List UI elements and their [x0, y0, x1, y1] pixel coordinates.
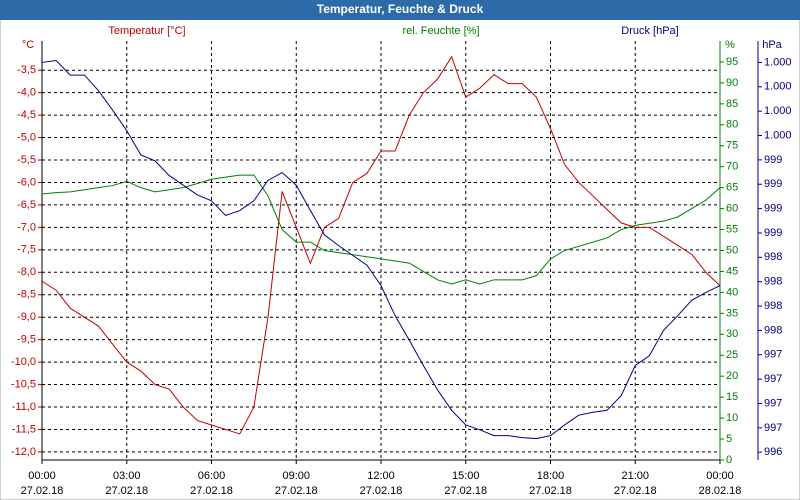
series-line — [41, 55, 721, 435]
y3-tick-label: 997 — [764, 397, 782, 409]
y2-tick-label: 15 — [726, 391, 738, 403]
y2-tick-label: 0 — [726, 454, 732, 466]
y2-tick-label: 45 — [726, 265, 738, 277]
y-tick-label: -7,0 — [17, 221, 36, 233]
x-tick-label: 03:00 27.02.18 — [105, 470, 148, 497]
y-tick-label: -10,5 — [11, 378, 36, 390]
y-tick-label: -8,0 — [17, 266, 36, 278]
y-tick-label: -11,0 — [12, 401, 36, 413]
y-tick-label: -11,5 — [12, 423, 36, 435]
y-tick-label: -6,0 — [17, 176, 36, 188]
y2-tick-label: 50 — [726, 244, 738, 256]
y3-tick-label: 998 — [764, 276, 782, 288]
x-tick-label: 00:00 27.02.18 — [21, 470, 64, 497]
y2-tick-label: 5 — [726, 433, 732, 445]
y2-tick-label: 25 — [726, 349, 738, 361]
y2-tick-label: 35 — [726, 307, 738, 319]
y-tick-label: -12,0 — [11, 446, 36, 458]
y-tick-label: -9,5 — [17, 334, 36, 346]
y2-tick-label: 40 — [726, 286, 738, 298]
y-tick-label: -10,0 — [11, 356, 36, 368]
x-tick-label: 00:00 28.02.18 — [699, 470, 742, 497]
y3-tick-label: 999 — [764, 154, 782, 166]
y2-tick-label: 30 — [726, 328, 738, 340]
y3-tick-label: 997 — [764, 349, 782, 361]
y3-tick-label: 999 — [764, 227, 782, 239]
title-bar — [0, 0, 800, 20]
x-tick-label: 21:00 27.02.18 — [614, 470, 657, 497]
legend-label: rel. Feuchte [%] — [402, 25, 479, 37]
y3-tick-label: 1.000 — [764, 105, 792, 117]
y3-tick-label: 996 — [764, 446, 782, 458]
y2-tick-label: 85 — [726, 98, 738, 110]
y-tick-label: -9,0 — [17, 311, 36, 323]
legend-label: Druck [hPa] — [621, 25, 678, 37]
x-tick-label: 06:00 27.02.18 — [190, 470, 233, 497]
y2-tick-label: 80 — [726, 119, 738, 131]
y-tick-label: -4,5 — [17, 109, 36, 121]
y3-unit: hPa — [762, 39, 782, 51]
y3-tick-label: 997 — [764, 373, 782, 385]
y2-tick-label: 10 — [726, 412, 738, 424]
series-line — [41, 59, 721, 440]
y-tick-label: -5,5 — [17, 154, 36, 166]
chart-title: Temperatur, Feuchte & Druck — [317, 2, 484, 16]
y2-tick-label: 70 — [726, 161, 738, 173]
y-tick-label: -5,0 — [17, 131, 36, 143]
y2-tick-label: 75 — [726, 140, 738, 152]
y-tick-label: -6,5 — [17, 199, 36, 211]
y2-tick-label: 55 — [726, 223, 738, 235]
x-tick-label: 09:00 27.02.18 — [275, 470, 318, 497]
y3-tick-label: 1.000 — [764, 129, 792, 141]
y2-unit: % — [725, 39, 735, 51]
y-tick-label: -8,5 — [17, 289, 36, 301]
y-tick-label: -4,0 — [17, 87, 36, 99]
y3-tick-label: 1.000 — [764, 81, 792, 93]
x-tick-label: 15:00 27.02.18 — [444, 470, 487, 497]
legend-label: Temperatur [°C] — [108, 25, 185, 37]
y2-tick-label: 90 — [726, 77, 738, 89]
y-tick-label: -7,5 — [17, 244, 36, 256]
y3-tick-label: 999 — [764, 203, 782, 215]
x-tick-label: 18:00 27.02.18 — [529, 470, 572, 497]
y2-tick-label: 60 — [726, 203, 738, 215]
x-tick-label: 12:00 27.02.18 — [360, 470, 403, 497]
y2-tick-label: 20 — [726, 370, 738, 382]
y3-tick-label: 1.000 — [764, 56, 792, 68]
y2-tick-label: 65 — [726, 182, 738, 194]
y2-tick-label: 95 — [726, 56, 738, 68]
y3-tick-label: 998 — [764, 251, 782, 263]
y3-tick-label: 997 — [764, 422, 782, 434]
y3-tick-label: 998 — [764, 324, 782, 336]
y3-tick-label: 998 — [764, 300, 782, 312]
y3-tick-label: 999 — [764, 178, 782, 190]
series-line — [41, 174, 721, 285]
y-tick-label: -3,5 — [17, 64, 36, 76]
y-unit: °C — [22, 39, 34, 51]
